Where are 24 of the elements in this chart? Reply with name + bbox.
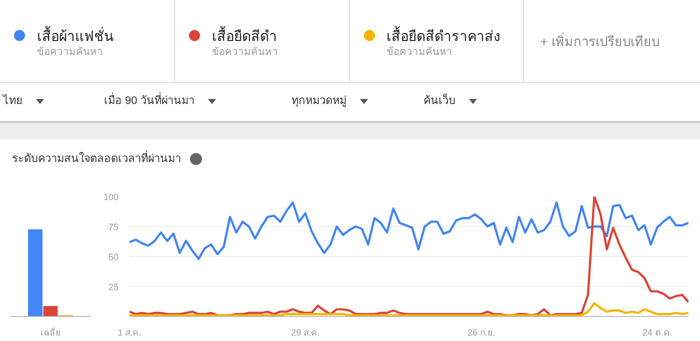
legend-label: เสื้อผ้าแฟชั่น: [37, 28, 114, 44]
x-tick-label: 1 ส.ค.: [118, 328, 142, 338]
line-series: [130, 196, 688, 316]
y-tick-label: 50: [108, 252, 119, 262]
text: ข้อความค้นหา: [386, 46, 454, 60]
x-tick-label: เฉลี่ย: [40, 326, 60, 338]
text: เมื่อ 90 วันที่ผ่านมา: [104, 95, 196, 107]
text: ข้อความค้นหา: [37, 46, 104, 60]
text: ไทย: [3, 95, 23, 107]
chart-title: ระดับความสนใจตลอดเวลาที่ผ่านมา: [11, 150, 182, 167]
line-series: [130, 201, 688, 260]
text: ค้นเว็บ: [423, 95, 456, 107]
text: + เพิ่มการเปรียบเทียบ: [539, 32, 660, 51]
text: ทุกหมวดหมู่: [291, 95, 348, 107]
y-tick-label: 100: [103, 192, 119, 202]
legend-label: เสื้อยืดสีดำ: [212, 28, 277, 44]
x-tick-label: 29 ส.ค.: [291, 328, 320, 338]
legend-label: เสื้อยืดสีดำราคาส่ง: [386, 28, 500, 44]
text: ข้อความค้นหา: [212, 46, 279, 60]
y-tick-label: 75: [108, 222, 119, 232]
x-tick-label: 26 ก.ย.: [467, 328, 495, 338]
x-tick-label: 24 ต.ค.: [642, 328, 672, 338]
line-series: [130, 302, 688, 316]
y-tick-label: 25: [108, 282, 119, 292]
